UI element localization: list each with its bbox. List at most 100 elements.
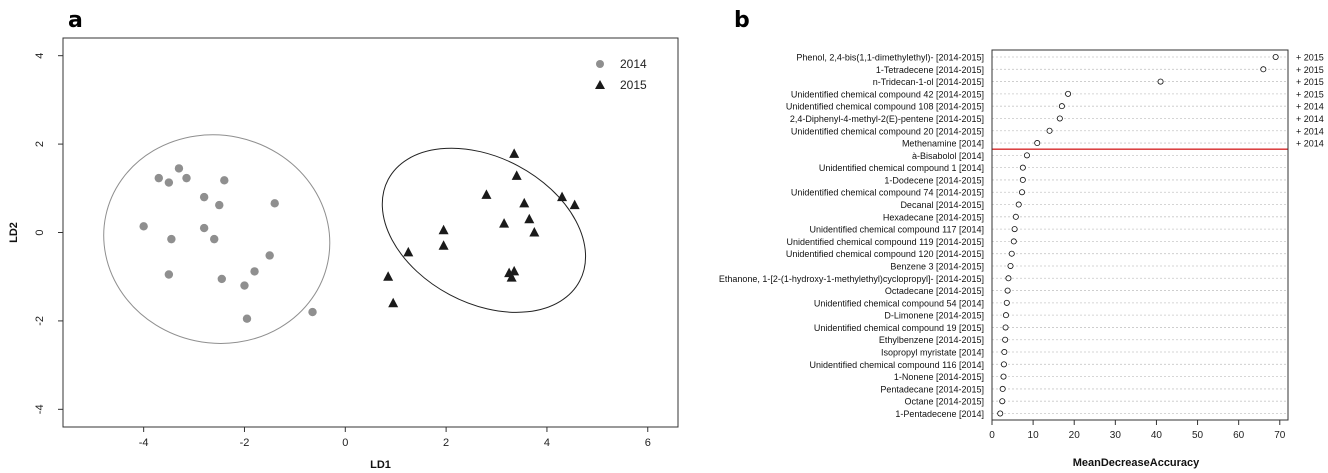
variable-label: Phenol, 2,4-bis(1,1-dimethylethyl)- [201… <box>796 53 984 63</box>
point-2014 <box>182 173 191 183</box>
point-2014 <box>215 200 224 210</box>
x-tick-label: 10 <box>1028 430 1040 441</box>
legend-label-2015: 2015 <box>620 78 647 92</box>
variable-label: Isopropyl myristate [2014] <box>881 348 984 358</box>
importance-point <box>1004 287 1011 294</box>
x-axis-title: LD1 <box>370 459 391 471</box>
lda-scatter-plot: -4 -2 0 2 4 6 -4 -2 0 2 4 LD1 LD2 2014 2015 <box>8 37 679 471</box>
year-tag: + 2015 <box>1296 77 1324 87</box>
importance-point <box>1002 312 1009 319</box>
point-2014 <box>154 173 163 183</box>
variable-label: Unidentified chemical compound 117 [2014… <box>810 225 984 235</box>
point-2014 <box>139 222 148 231</box>
x-tick-label: 50 <box>1192 430 1204 441</box>
y-axis-title: LD2 <box>8 222 20 243</box>
ellipse-2015 <box>381 147 587 313</box>
point-2015 <box>529 227 540 237</box>
x-tick-label: 70 <box>1274 430 1286 441</box>
variable-label: Octadecane [2014-2015] <box>885 286 984 296</box>
point-2015 <box>569 199 580 210</box>
variable-label: à-Bisabolol [2014] <box>912 151 984 161</box>
point-2015 <box>511 170 522 180</box>
year-tag: + 2015 <box>1296 53 1324 63</box>
variable-label: Pentadecane [2014-2015] <box>880 384 984 394</box>
legend-label-2014: 2014 <box>620 57 647 71</box>
point-2014 <box>308 307 317 317</box>
legend-marker-2014 <box>596 60 604 68</box>
point-2014 <box>240 281 249 290</box>
point-2014 <box>164 178 174 187</box>
year-tag: + 2014 <box>1296 139 1324 149</box>
variable-label: Unidentified chemical compound 116 [2014… <box>810 360 984 370</box>
variable-label: Hexadecane [2014-2015] <box>883 212 984 222</box>
point-2014 <box>250 267 259 276</box>
importance-point <box>1019 164 1026 171</box>
x-tick-label: -2 <box>240 437 250 449</box>
variable-label: Ethanone, 1-[2-(1-hydroxy-1-methylethyl)… <box>719 274 984 284</box>
variable-label: 1-Pentadecene [2014] <box>895 409 984 419</box>
importance-point <box>1015 201 1022 208</box>
importance-point <box>1023 152 1030 159</box>
importance-point <box>1065 90 1072 97</box>
year-tag: + 2014 <box>1296 102 1324 112</box>
y-tick-label: -4 <box>34 404 46 414</box>
x-tick-label: 60 <box>1233 430 1245 441</box>
importance-point <box>1008 250 1015 257</box>
importance-point <box>999 398 1006 405</box>
point-2015 <box>506 272 517 282</box>
importance-point <box>997 410 1004 417</box>
variable-label: Methenamine [2014] <box>902 139 984 149</box>
importance-point <box>1019 176 1026 183</box>
lda-plot-frame <box>62 37 679 428</box>
variable-label: Unidentified chemical compound 20 [2014-… <box>791 126 984 136</box>
importance-point <box>1003 299 1010 306</box>
importance-point <box>1272 54 1279 61</box>
point-2014 <box>242 314 252 323</box>
importance-point <box>1157 78 1164 85</box>
point-2015 <box>438 240 449 250</box>
point-2014 <box>270 199 279 208</box>
importance-point <box>1058 103 1065 110</box>
variable-label: Unidentified chemical compound 120 [2014… <box>786 249 984 259</box>
importance-point <box>1011 226 1018 233</box>
y-tick-label: -2 <box>34 316 46 326</box>
year-tag: + 2015 <box>1296 65 1324 75</box>
x-axis-title: MeanDecreaseAccuracy <box>1073 457 1200 469</box>
variable-label: D-Limonene [2014-2015] <box>884 311 984 321</box>
importance-point <box>1010 238 1017 245</box>
importance-point <box>1005 275 1012 282</box>
variable-label: 1-Tetradecene [2014-2015] <box>876 65 984 75</box>
importance-point <box>1019 189 1026 196</box>
year-tag: + 2015 <box>1296 89 1324 99</box>
x-tick-label: 30 <box>1110 430 1122 441</box>
point-2015 <box>388 297 399 308</box>
importance-plot-frame <box>991 49 1289 421</box>
point-2015 <box>524 213 535 224</box>
variable-label: Decanal [2014-2015] <box>900 200 984 210</box>
point-2015 <box>403 246 414 257</box>
panel-letter-a: a <box>68 8 83 33</box>
importance-point <box>1000 373 1007 380</box>
year-tag: + 2014 <box>1296 114 1324 124</box>
variable-label: Benzene 3 [2014-2015] <box>890 261 984 271</box>
point-2014 <box>174 164 184 173</box>
variable-label: 1-Dodecene [2014-2015] <box>884 175 984 185</box>
point-2014 <box>167 234 176 244</box>
y-tick-label: 2 <box>34 141 46 147</box>
panel-letter-b: b <box>734 8 750 33</box>
point-2015 <box>499 218 510 228</box>
x-tick-label: 0 <box>342 437 348 449</box>
variable-importance-dotchart: Phenol, 2,4-bis(1,1-dimethylethyl)- [201… <box>719 49 1324 469</box>
importance-point <box>1046 127 1053 134</box>
variable-label: Unidentified chemical compound 108 [2014… <box>786 102 984 112</box>
point-2014 <box>210 234 219 244</box>
y-tick-label: 0 <box>34 229 46 235</box>
variable-label: Ethylbenzene [2014-2015] <box>879 335 984 345</box>
point-2014 <box>164 270 174 279</box>
x-tick-label: 40 <box>1151 430 1163 441</box>
importance-point <box>1007 262 1014 269</box>
point-2015 <box>557 191 568 202</box>
importance-point <box>1260 66 1267 73</box>
importance-point <box>1000 361 1007 368</box>
